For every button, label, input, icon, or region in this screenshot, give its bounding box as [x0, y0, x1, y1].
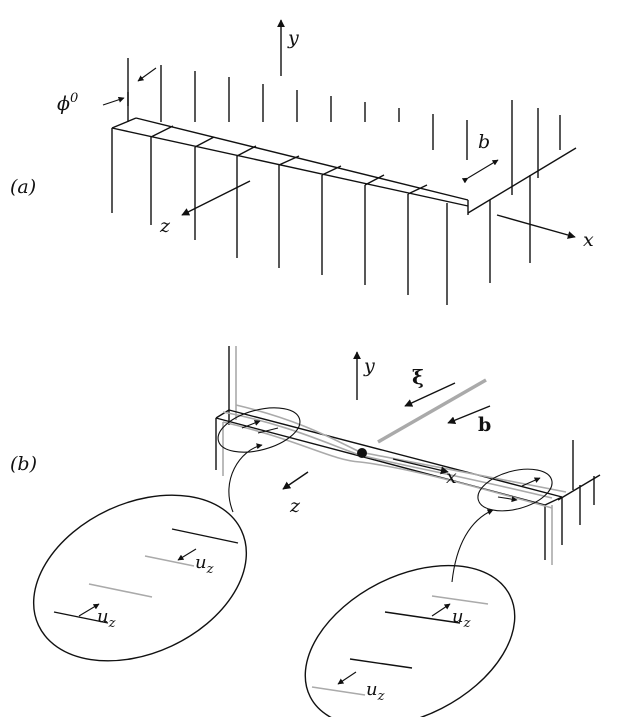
left-column-block — [215, 346, 237, 476]
right-highlight-ellipse — [477, 468, 553, 512]
front-columns — [111, 128, 531, 305]
xi-arrow — [404, 382, 456, 407]
phi-arrow — [102, 96, 125, 106]
phi-arrow-top — [137, 67, 157, 82]
left-inset-lower-label: uz — [97, 606, 116, 631]
left-inset: uz uz — [32, 494, 248, 662]
dislocation-line — [377, 378, 487, 444]
burgers-label: b — [478, 131, 490, 153]
right-inset: uz uz — [304, 564, 516, 717]
burgers-label-b: b — [478, 414, 491, 436]
x-axis-arrow — [496, 214, 576, 239]
phi-label: ϕ0 — [57, 91, 78, 115]
left-connector — [228, 443, 263, 513]
slab — [111, 117, 577, 215]
panel-a: (a) — [10, 19, 594, 305]
z-axis-label-b: z — [289, 495, 301, 517]
panel-a-label: (a) — [10, 176, 36, 198]
panel-b: (b) — [10, 346, 601, 717]
burgers-arrow-b — [447, 405, 491, 425]
left-highlight-ellipse — [217, 407, 301, 453]
x-axis-label-b: x — [446, 466, 457, 488]
x-axis-label: x — [583, 229, 594, 251]
right-inset-lower-label: uz — [366, 679, 385, 704]
panel-b-label: (b) — [10, 453, 37, 475]
z-axis-label: z — [159, 215, 171, 237]
z-axis-arrow — [181, 180, 251, 216]
z-axis-arrow-b — [282, 471, 309, 490]
right-connector — [451, 509, 494, 583]
right-column-block — [544, 440, 601, 565]
y-axis-label-b: y — [363, 355, 375, 377]
right-inset-upper-label: uz — [452, 606, 471, 631]
slab-b-displaced — [222, 404, 567, 509]
y-axis-label: y — [287, 27, 299, 49]
back-columns — [127, 58, 561, 195]
xi-label: ξ — [412, 365, 424, 389]
left-inset-upper-label: uz — [195, 552, 214, 577]
x-axis-arrow-b — [392, 458, 449, 475]
burgers-arrow — [461, 159, 499, 184]
dislocation-core — [357, 448, 367, 458]
